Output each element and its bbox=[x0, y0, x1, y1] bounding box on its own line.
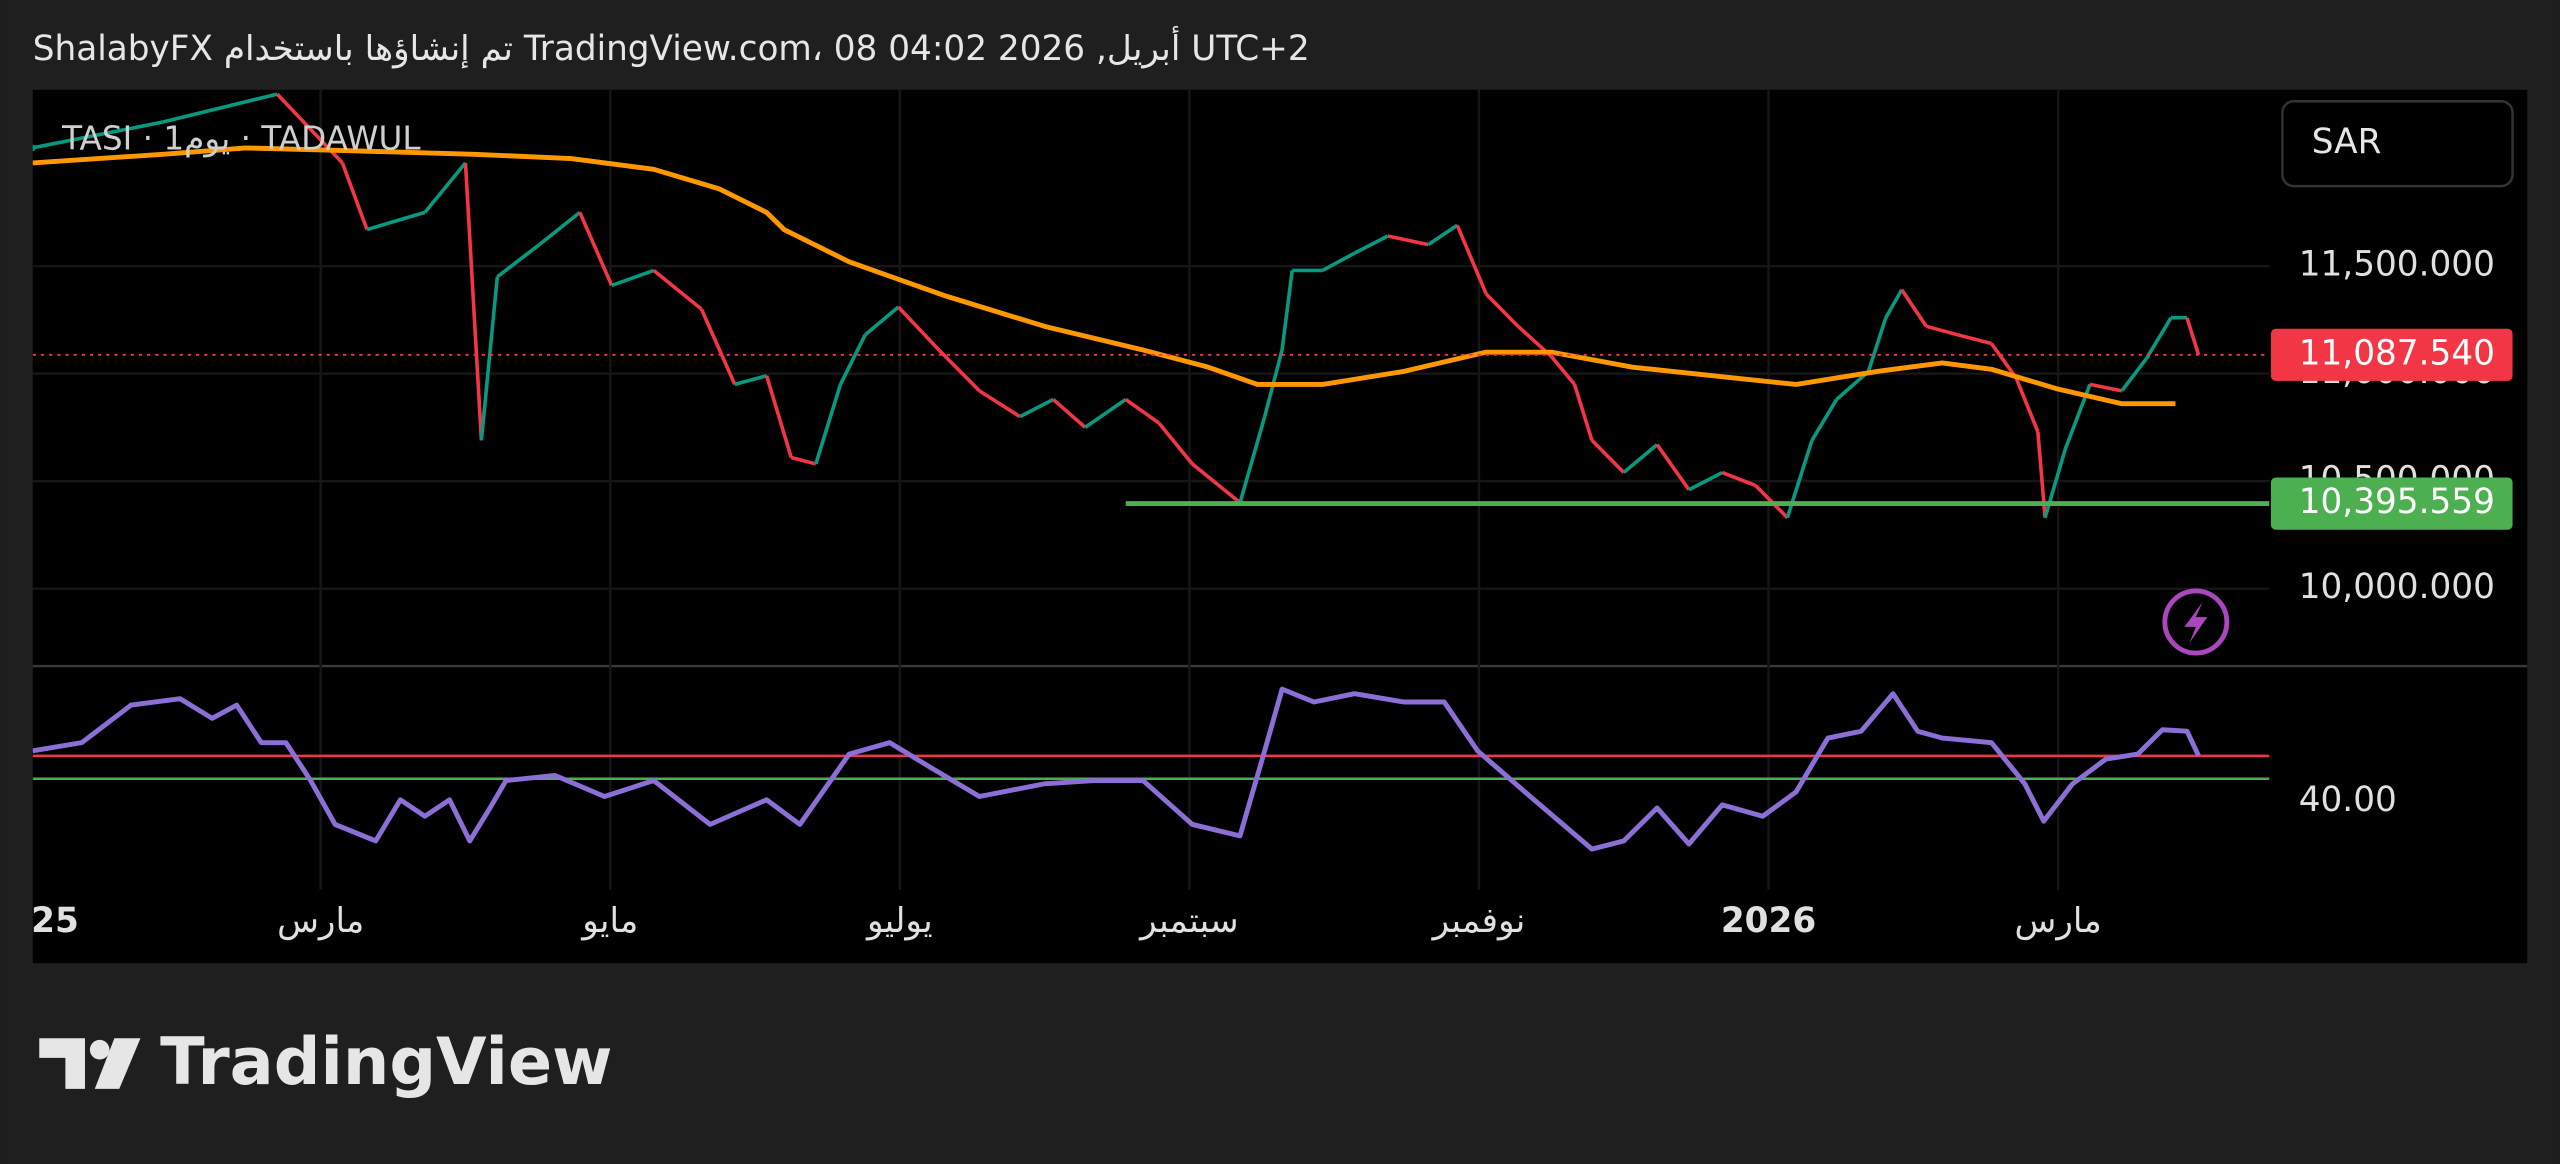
price-segment bbox=[1084, 397, 1127, 429]
price-segment bbox=[652, 269, 703, 311]
price-tag bbox=[2270, 328, 2513, 381]
x-tick-label: مارس bbox=[277, 901, 364, 941]
price-segment bbox=[1721, 470, 1757, 488]
price-segment bbox=[1990, 342, 2018, 379]
price-segment bbox=[611, 268, 655, 288]
price-segment bbox=[340, 162, 369, 231]
price-segment bbox=[863, 305, 900, 337]
price-segment bbox=[1157, 421, 1194, 466]
price-segment bbox=[1957, 333, 1992, 346]
price-segment bbox=[838, 334, 867, 386]
price-segment bbox=[734, 374, 768, 387]
y-tick-label: 11,500.000 bbox=[2299, 245, 2495, 285]
price-segment bbox=[2185, 317, 2201, 356]
price-segment bbox=[1280, 270, 1294, 351]
price-segment bbox=[1549, 355, 1576, 386]
x-tick-label: نوفمبر bbox=[1431, 901, 1526, 941]
price-segment bbox=[479, 276, 500, 441]
price-segment bbox=[2120, 357, 2148, 392]
x-tick-label: مايو bbox=[580, 901, 638, 941]
price-segment bbox=[897, 305, 941, 352]
x-tick-label: سبتمبر bbox=[1138, 901, 1238, 941]
price-segment bbox=[1884, 288, 1904, 319]
price-segment bbox=[1622, 443, 1659, 474]
currency-label: SAR bbox=[2312, 122, 2382, 162]
moving-average bbox=[32, 145, 2176, 407]
price-segment bbox=[1572, 383, 1594, 441]
price-segment bbox=[699, 308, 737, 386]
x-tick-label: يوليو bbox=[865, 901, 933, 941]
price-segment bbox=[1900, 288, 1928, 328]
price-segment bbox=[1223, 488, 1242, 505]
price-segment bbox=[1655, 443, 1691, 491]
price-segment bbox=[1353, 234, 1389, 255]
grid bbox=[32, 89, 2270, 890]
currency-box[interactable] bbox=[2281, 99, 2514, 188]
price-segment bbox=[423, 161, 467, 214]
price-tag-label: 10,395.559 bbox=[2299, 482, 2495, 522]
price-segment bbox=[790, 455, 817, 466]
y-tick-label: 10,000.000 bbox=[2299, 567, 2495, 607]
header-title: ShalabyFX تم إنشاؤها باستخدام TradingVie… bbox=[33, 26, 1310, 69]
price-pane bbox=[32, 92, 2270, 519]
alert-bolt bbox=[2184, 602, 2208, 644]
price-segment bbox=[1019, 397, 1055, 419]
price-segment bbox=[814, 383, 843, 465]
rsi-line bbox=[32, 686, 2201, 852]
price-segment bbox=[2144, 316, 2173, 360]
price-segment bbox=[1321, 251, 1356, 272]
price-segment bbox=[32, 120, 164, 150]
price-segment bbox=[538, 210, 581, 247]
logo-mark-left bbox=[39, 1038, 85, 1089]
price-segment bbox=[1387, 234, 1429, 247]
price-segment bbox=[2014, 377, 2040, 433]
price-segment bbox=[1455, 224, 1488, 295]
x-tick-label: مارس bbox=[2015, 901, 2102, 941]
price-segment bbox=[578, 211, 614, 287]
price-segment bbox=[937, 348, 981, 393]
price-tag bbox=[2270, 477, 2513, 530]
price-segment bbox=[2089, 382, 2123, 393]
price-segment bbox=[1238, 416, 1267, 504]
x-tick-label: 2025 bbox=[0, 901, 79, 941]
price-segment bbox=[1124, 397, 1161, 425]
symbol-legend: TASI · 1يوم · TADAWUL bbox=[61, 119, 421, 157]
logo-mark-right bbox=[94, 1038, 141, 1089]
alert-icon[interactable] bbox=[2162, 588, 2230, 656]
price-segment bbox=[1052, 398, 1087, 429]
logo-mark-dot bbox=[89, 1039, 110, 1060]
price-segment bbox=[1590, 439, 1626, 474]
price-segment bbox=[1925, 324, 1959, 337]
price-segment bbox=[463, 162, 484, 441]
price-segment bbox=[1810, 398, 1839, 442]
rsi-pane bbox=[32, 686, 2270, 852]
price-segment bbox=[764, 375, 793, 459]
price-segment bbox=[366, 210, 426, 232]
alert-circle bbox=[2162, 588, 2230, 656]
logo-text: TradingView bbox=[160, 1024, 612, 1100]
logo: TradingView bbox=[39, 1024, 612, 1100]
price-tag-label: 11,087.540 bbox=[2299, 333, 2495, 373]
rsi-y-tick-label: 40.00 bbox=[2299, 780, 2397, 820]
price-segment bbox=[1688, 470, 1724, 492]
axes: 2025 مارس مايو يوليو سبتمبر نوفمبر 2026 مارس 10,… bbox=[0, 245, 2513, 941]
price-segment bbox=[1191, 462, 1226, 492]
price-segment bbox=[1484, 292, 1520, 328]
price-segment bbox=[978, 389, 1021, 419]
price-segment bbox=[1427, 223, 1459, 247]
price-segment bbox=[496, 243, 541, 279]
price-segment bbox=[1866, 317, 1888, 373]
date-axis: 2025 مارس مايو يوليو سبتمبر نوفمبر 2026 مارس bbox=[0, 901, 2102, 941]
x-tick-label: 2026 bbox=[1721, 901, 1816, 941]
price-segment bbox=[162, 92, 278, 124]
price-segment bbox=[2043, 448, 2068, 519]
chart-panel bbox=[32, 89, 2528, 964]
